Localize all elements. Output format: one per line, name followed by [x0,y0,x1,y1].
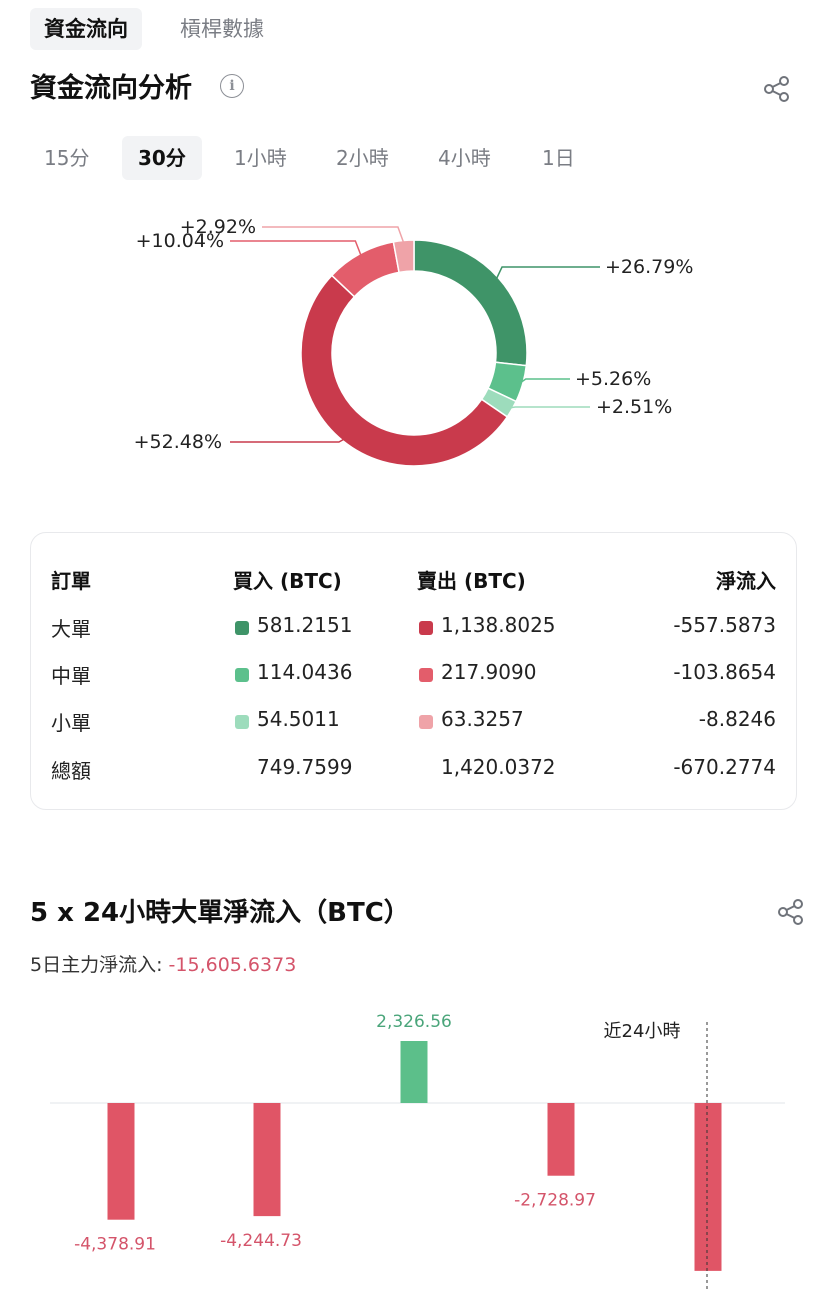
medium-sell-swatch [419,668,433,682]
fund-flow-donut-chart: +26.79% +5.26% +2.51% +52.48% +10.04%+2.92% [134,216,693,467]
bar-value-label: 2,326.56 [376,1012,452,1032]
row-small-sell: 63.3257 [441,707,524,731]
table-header-buy: 買入 (BTC) [233,569,342,593]
share-icon[interactable] [762,74,792,104]
row-large-label: 大單 [51,617,91,641]
row-small-net: -8.8246 [698,707,776,731]
bar-value-label: -4,244.73 [220,1231,302,1251]
row-small-label: 小單 [51,711,91,735]
row-total-label: 總額 [51,759,91,783]
period-15m[interactable]: 15分 [44,146,90,170]
share-icon[interactable] [776,897,806,927]
netflow-bar[interactable] [694,1103,722,1271]
donut-slice-label: +10.04% [136,230,224,252]
medium-buy-swatch [235,668,249,682]
row-medium-label: 中單 [51,664,91,688]
row-medium-buy: 114.0436 [257,660,353,684]
donut-slice-label: +52.48% [134,431,222,453]
table-header-order: 訂單 [51,569,91,593]
netflow-bar[interactable] [400,1041,428,1103]
row-total-sell: 1,420.0372 [441,755,556,779]
donut-leader-line [230,240,363,257]
donut-slice [392,239,415,274]
info-icon[interactable]: i [220,74,244,98]
small-buy-swatch [235,715,249,729]
row-total-buy: 749.7599 [257,755,353,779]
period-30m[interactable]: 30分 [122,136,202,180]
row-large-net: -557.5873 [673,613,776,637]
row-medium-sell: 217.9090 [441,660,537,684]
donut-slice-label: +26.79% [605,256,693,278]
tab-leverage-data[interactable]: 槓桿數據 [180,17,264,41]
donut-leader-line [509,406,590,409]
row-total-net: -670.2774 [673,755,776,779]
period-1h[interactable]: 1小時 [234,146,287,170]
period-4h[interactable]: 4小時 [438,146,491,170]
summary-value: -15,605.6373 [168,954,297,976]
order-flow-table: 訂單 買入 (BTC) 賣出 (BTC) 淨流入 大單 581.2151 1,1… [30,532,797,810]
large-sell-swatch [419,621,433,635]
period-1d[interactable]: 1日 [542,146,575,170]
netflow-bar-chart: -4,378.91 -4,244.73 2,326.56 -2,728.97 近24小時 [50,1012,785,1291]
summary-label: 5日主力淨流入: [30,954,163,976]
small-sell-swatch [419,715,433,729]
large-buy-swatch [235,621,249,635]
row-large-sell: 1,138.8025 [441,613,556,637]
last-24h-tag-bg [590,1014,694,1046]
donut-slice-label: +5.26% [575,368,651,390]
netflow-bar[interactable] [107,1103,135,1220]
table-header-sell: 賣出 (BTC) [417,569,526,593]
last-24h-label: 近24小時 [604,1021,681,1042]
row-large-buy: 581.2151 [257,613,353,637]
donut-leader-line [262,226,405,244]
bar-value-label: -2,728.97 [514,1191,596,1211]
donut-slice-label: +2.92% [180,216,256,238]
donut-leader-line [230,437,346,443]
table-header-net: 淨流入 [716,569,776,593]
donut-leader-line [495,266,600,281]
donut-slice [413,239,528,367]
row-medium-net: -103.8654 [673,660,776,684]
fund-flow-analysis-title: 資金流向分析 [30,73,192,104]
donut-slice [300,274,509,467]
donut-slice-label: +2.51% [596,396,672,418]
netflow-bar[interactable] [547,1103,575,1176]
bar-value-label: -4,378.91 [74,1235,156,1255]
netflow-bar[interactable] [253,1103,281,1217]
period-2h[interactable]: 2小時 [336,146,389,170]
five-day-netflow-summary: 5日主力淨流入: -15,605.6373 [30,950,296,977]
donut-leader-line [519,378,570,384]
netflow-title: 5 x 24小時大單淨流入（BTC） [30,898,410,928]
row-small-buy: 54.5011 [257,707,340,731]
tab-fund-flow[interactable]: 資金流向 [30,8,142,50]
